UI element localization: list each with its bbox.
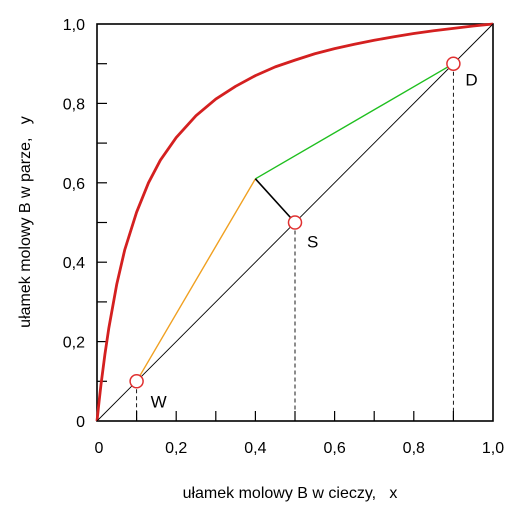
point-labels: W S D	[151, 71, 478, 412]
x-tick-labels: 0 0,2 0,4 0,6 0,8 1,0	[95, 440, 505, 457]
x-tick-label: 0,6	[323, 440, 345, 457]
x-tick-label: 1,0	[482, 440, 504, 457]
point-marker-d	[446, 56, 461, 71]
y-tick-label: 0,4	[63, 255, 85, 272]
x-tick-label: 0,4	[244, 440, 266, 457]
feed-line-line	[254, 178, 296, 224]
equilibrium-curve-line	[95, 22, 494, 422]
y-tick-label: 0	[76, 414, 85, 431]
y-tick-label: 0,2	[63, 335, 85, 352]
rectifying-line-line	[255, 63, 454, 180]
x-tick-label: 0,2	[165, 440, 187, 457]
x-tick-label: 0,8	[403, 440, 425, 457]
marker-layer	[129, 56, 461, 389]
drop-lines	[136, 71, 454, 421]
y-tick-label: 0,8	[63, 96, 85, 113]
point-label-w: W	[151, 392, 167, 411]
point-label-d: D	[465, 71, 477, 90]
point-marker-w	[129, 374, 144, 389]
y-tick-labels: 0 0,2 0,4 0,6 0,8 1,0	[63, 17, 85, 431]
stripping-line-line	[135, 178, 257, 382]
y-axis-title: ułamek molowy B w parze, y	[17, 116, 34, 328]
point-marker-s	[287, 215, 303, 230]
y-tick-label: 1,0	[63, 17, 85, 34]
point-label-s: S	[307, 233, 318, 252]
y-tick-label: 0,6	[63, 176, 85, 193]
x-axis-title: ułamek molowy B w cieczy, x	[183, 485, 398, 502]
x-tick-label: 0	[95, 440, 104, 457]
